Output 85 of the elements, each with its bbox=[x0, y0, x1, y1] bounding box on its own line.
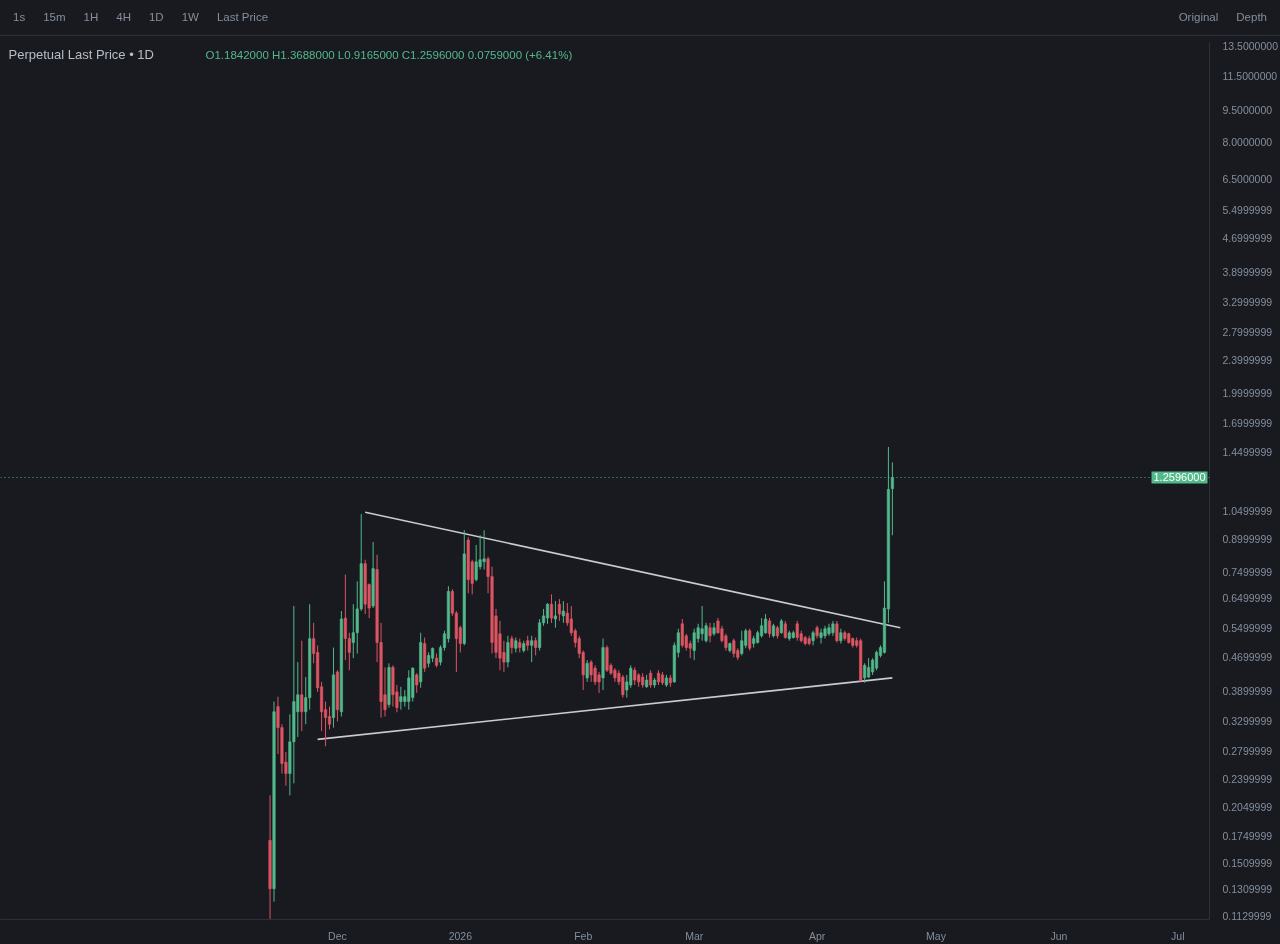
x-tick-label: Jul bbox=[1171, 929, 1185, 942]
text: 1D bbox=[148, 11, 164, 24]
y-tick-label: 0.5499999 bbox=[1222, 622, 1273, 635]
candlestick bbox=[351, 603, 355, 659]
y-tick-label: 11.5000000 bbox=[1222, 69, 1278, 82]
candlestick bbox=[300, 640, 304, 732]
y-tick-label: 1.4499999 bbox=[1222, 445, 1273, 458]
y-tick-label: 4.6999999 bbox=[1222, 232, 1273, 245]
y-tick-label: 0.2399999 bbox=[1222, 772, 1273, 785]
y-tick-label: 13.5000000 bbox=[1222, 40, 1279, 53]
candlestick bbox=[585, 659, 589, 683]
text: 15m bbox=[43, 11, 66, 24]
candlestick bbox=[589, 659, 593, 683]
y-tick-label: 0.2799999 bbox=[1222, 744, 1273, 757]
x-tick-label: 2026 bbox=[448, 929, 473, 942]
candlestick bbox=[875, 650, 879, 671]
y-tick-label: 8.0000000 bbox=[1222, 135, 1273, 148]
y-tick-label: 6.5000000 bbox=[1222, 173, 1273, 186]
x-tick-label: Apr bbox=[808, 929, 826, 942]
ref-line-label: 1.2596000 bbox=[1153, 471, 1206, 484]
candlestick bbox=[415, 672, 419, 694]
candlestick bbox=[605, 644, 609, 673]
candlestick bbox=[597, 671, 601, 694]
text: 1s bbox=[13, 11, 26, 24]
text: 1W bbox=[181, 11, 199, 24]
candlestick bbox=[760, 617, 764, 639]
text: O1.1842000 H1.3688000 L0.9165000 C1.2596000 0.0759000 (+6.41%) bbox=[205, 48, 573, 61]
y-tick-label: 0.7499999 bbox=[1222, 565, 1273, 578]
x-tick-label: Mar bbox=[685, 929, 704, 942]
candlestick bbox=[549, 593, 554, 624]
y-tick-label: 0.4699999 bbox=[1222, 650, 1273, 663]
y-tick-label: 0.2049999 bbox=[1222, 801, 1273, 814]
x-tick-label: May bbox=[926, 929, 947, 942]
candlestick bbox=[708, 622, 712, 643]
x-tick-label: Feb bbox=[574, 929, 593, 942]
candlestick bbox=[327, 706, 332, 730]
y-tick-label: 2.3999999 bbox=[1222, 354, 1273, 367]
y-tick-label: 2.7999999 bbox=[1222, 326, 1273, 339]
candlestick bbox=[506, 635, 510, 668]
y-tick-label: 0.1129999 bbox=[1222, 909, 1272, 922]
y-tick-label: 0.1309999 bbox=[1222, 882, 1273, 895]
y-tick-label: 0.1509999 bbox=[1222, 856, 1273, 869]
x-tick-label: Jun bbox=[1050, 929, 1068, 942]
candlestick bbox=[732, 638, 736, 658]
candlestick bbox=[629, 664, 633, 689]
y-tick-label: 0.6499999 bbox=[1222, 591, 1273, 604]
candlestick bbox=[863, 662, 867, 684]
y-tick-label: 3.2999999 bbox=[1222, 296, 1273, 309]
text: Original bbox=[1178, 11, 1219, 24]
candlestick bbox=[482, 529, 486, 571]
candlestick bbox=[867, 657, 871, 679]
y-tick-label: 0.1749999 bbox=[1222, 830, 1273, 843]
y-tick-label: 1.0499999 bbox=[1222, 504, 1273, 517]
text: Last Price bbox=[216, 11, 269, 24]
candlestick bbox=[795, 620, 799, 642]
candlestick bbox=[553, 600, 557, 629]
candlestick bbox=[692, 628, 696, 661]
y-tick-label: 3.8999999 bbox=[1222, 266, 1273, 279]
candlestick bbox=[407, 669, 411, 711]
y-tick-label: 1.9999999 bbox=[1222, 387, 1273, 400]
candlestick bbox=[819, 628, 823, 645]
candlestick bbox=[740, 630, 744, 656]
candlestick bbox=[399, 686, 403, 711]
y-tick-label: 1.6999999 bbox=[1222, 417, 1273, 429]
y-tick-label: 0.3299999 bbox=[1222, 714, 1273, 727]
y-tick-label: 0.8999999 bbox=[1222, 532, 1273, 545]
text: Depth bbox=[1236, 11, 1267, 24]
candlestick bbox=[621, 674, 625, 699]
candlestick bbox=[712, 622, 716, 637]
y-tick-label: 5.4999999 bbox=[1222, 203, 1273, 216]
y-tick-label: 0.3899999 bbox=[1222, 684, 1273, 697]
candlestick bbox=[700, 605, 704, 642]
y-tick-label: 9.5000000 bbox=[1222, 104, 1273, 117]
candlestick bbox=[343, 574, 347, 661]
chart-title: Perpetual Last Price • 1D bbox=[8, 47, 154, 62]
candlestick bbox=[748, 628, 752, 652]
candlestick bbox=[680, 618, 684, 649]
x-tick-label: Dec bbox=[328, 929, 347, 942]
candlestick bbox=[557, 598, 561, 622]
text: 4H bbox=[116, 11, 131, 24]
candlestick bbox=[835, 620, 839, 643]
candlestick bbox=[764, 613, 768, 635]
candlestick bbox=[561, 600, 565, 624]
text: 1H bbox=[83, 11, 99, 24]
candlestick bbox=[530, 635, 534, 663]
